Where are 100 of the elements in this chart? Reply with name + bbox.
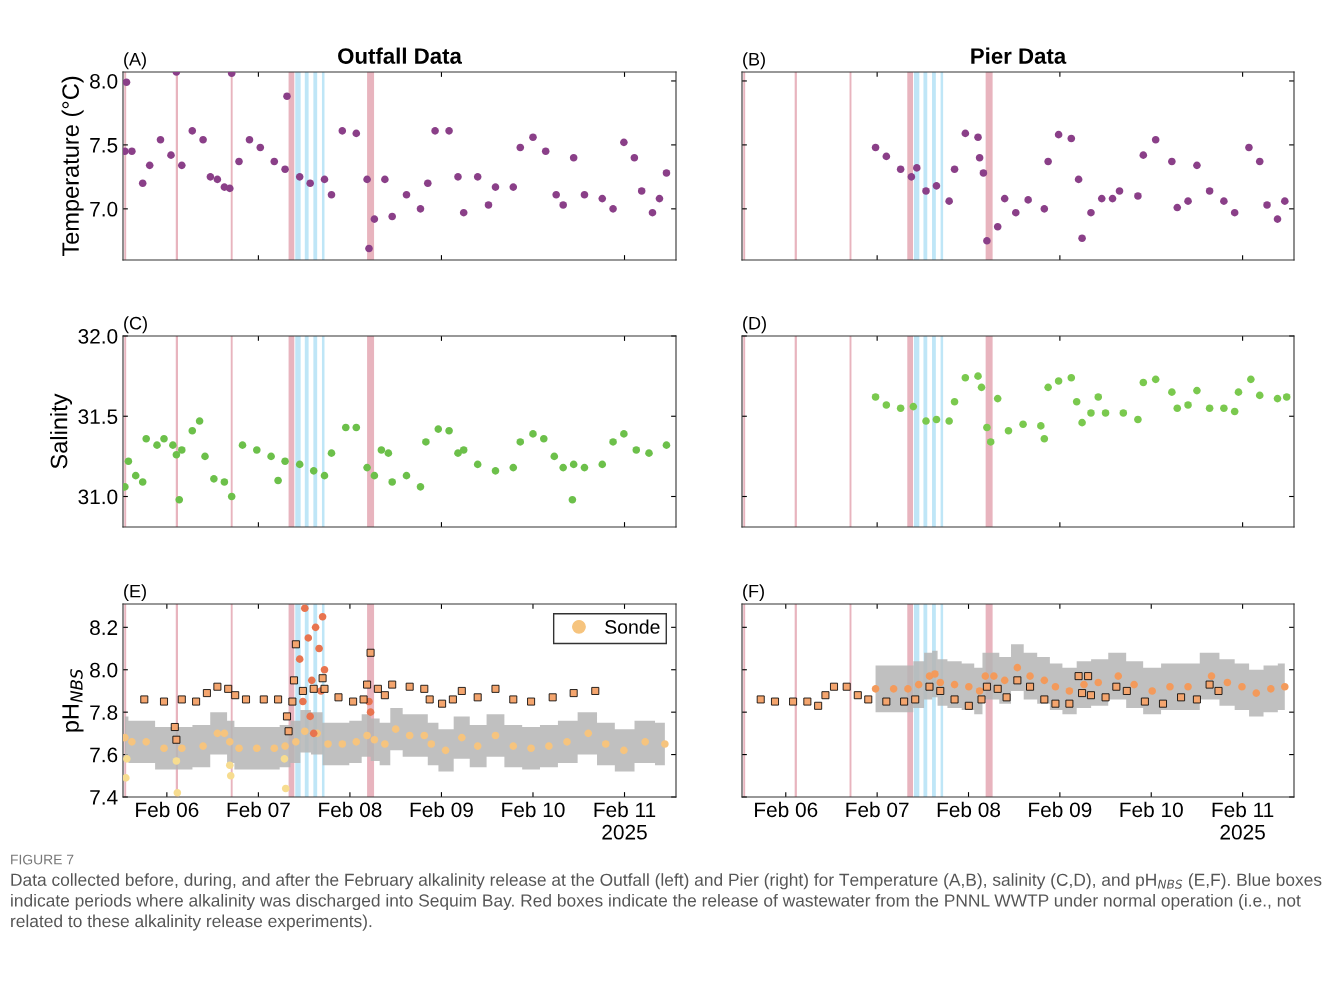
point bbox=[882, 401, 891, 409]
point bbox=[128, 738, 136, 746]
point bbox=[1184, 682, 1192, 691]
point bbox=[569, 460, 578, 469]
point bbox=[235, 744, 243, 753]
point bbox=[563, 738, 571, 746]
point bbox=[1273, 394, 1282, 403]
point bbox=[1026, 672, 1034, 680]
point bbox=[550, 452, 559, 461]
point bbox=[1004, 426, 1013, 435]
point bbox=[320, 665, 329, 674]
point bbox=[445, 426, 453, 435]
point bbox=[238, 441, 247, 449]
point bbox=[620, 746, 628, 755]
point bbox=[559, 463, 567, 472]
point bbox=[993, 394, 1002, 403]
point bbox=[598, 194, 607, 203]
point bbox=[1013, 663, 1022, 672]
point bbox=[370, 735, 379, 744]
y-tick-label: 31.5 bbox=[78, 409, 118, 425]
point bbox=[281, 784, 290, 793]
point bbox=[1168, 388, 1176, 396]
point bbox=[509, 183, 518, 191]
point bbox=[188, 127, 197, 135]
point bbox=[1078, 418, 1086, 427]
point bbox=[871, 393, 880, 401]
point bbox=[142, 738, 150, 746]
point bbox=[1173, 404, 1182, 413]
point bbox=[931, 670, 939, 678]
point bbox=[124, 457, 133, 465]
point bbox=[1255, 391, 1264, 400]
point bbox=[945, 417, 953, 425]
point bbox=[300, 604, 309, 613]
point bbox=[1220, 404, 1228, 413]
point bbox=[391, 725, 400, 733]
point bbox=[889, 685, 898, 693]
point bbox=[981, 672, 990, 680]
point bbox=[274, 476, 282, 485]
point bbox=[226, 771, 235, 780]
point bbox=[922, 187, 930, 195]
point bbox=[983, 423, 991, 432]
point bbox=[983, 237, 991, 245]
point bbox=[225, 761, 234, 769]
point bbox=[1281, 197, 1289, 205]
text: (A) bbox=[124, 52, 146, 70]
point bbox=[484, 201, 493, 209]
point bbox=[281, 457, 289, 465]
point bbox=[267, 452, 275, 461]
point bbox=[363, 463, 371, 472]
point bbox=[281, 165, 289, 173]
point bbox=[584, 729, 593, 738]
point bbox=[990, 672, 998, 680]
point bbox=[974, 133, 982, 142]
point bbox=[598, 460, 607, 469]
point bbox=[131, 471, 140, 480]
point bbox=[1205, 187, 1214, 195]
point bbox=[1245, 143, 1253, 152]
point bbox=[363, 175, 371, 184]
y-axis-title: Temperature (°C) bbox=[61, 76, 84, 257]
point bbox=[904, 685, 912, 693]
point bbox=[662, 441, 671, 449]
y-tick-label: 8.0 bbox=[90, 73, 118, 89]
point bbox=[309, 467, 318, 475]
point bbox=[311, 623, 320, 632]
point bbox=[295, 655, 304, 663]
point bbox=[1019, 420, 1027, 429]
point bbox=[975, 153, 984, 162]
point bbox=[1151, 135, 1160, 144]
point bbox=[871, 143, 880, 152]
point bbox=[352, 423, 361, 432]
point bbox=[370, 471, 379, 480]
point bbox=[402, 471, 411, 480]
point bbox=[283, 92, 291, 101]
point bbox=[527, 744, 535, 753]
point bbox=[388, 212, 396, 221]
point bbox=[1207, 672, 1216, 680]
point bbox=[1148, 687, 1156, 695]
point bbox=[128, 147, 136, 156]
point bbox=[655, 194, 664, 203]
point bbox=[173, 788, 182, 797]
point bbox=[559, 201, 567, 209]
point bbox=[645, 449, 653, 457]
point bbox=[516, 438, 525, 446]
point bbox=[945, 197, 953, 205]
point bbox=[1139, 151, 1148, 159]
point bbox=[648, 208, 657, 217]
y-axis-title: Salinity bbox=[50, 393, 73, 469]
point bbox=[1097, 194, 1106, 203]
point bbox=[213, 729, 222, 738]
point bbox=[1054, 130, 1063, 139]
point bbox=[201, 452, 209, 461]
point bbox=[220, 729, 229, 738]
x-tick-label: Feb 10 bbox=[502, 801, 565, 818]
point bbox=[491, 731, 500, 740]
point bbox=[199, 135, 207, 144]
point bbox=[1281, 682, 1289, 691]
point bbox=[950, 398, 959, 406]
point bbox=[142, 434, 150, 443]
point bbox=[172, 450, 181, 459]
x-tick-label: Feb 11 2025 bbox=[1212, 801, 1274, 840]
